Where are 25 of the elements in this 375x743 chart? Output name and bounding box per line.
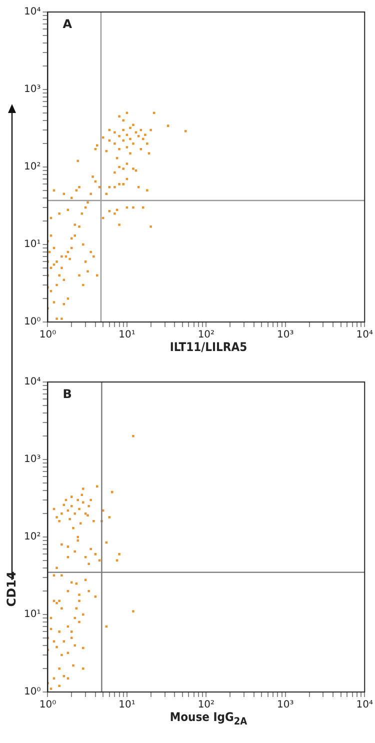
text: B	[62, 387, 72, 402]
y-tick-label: 10²	[24, 532, 41, 543]
text: A	[62, 17, 73, 32]
x-tick-label: 10¹	[118, 330, 136, 341]
y-axis-title: CD14	[4, 571, 19, 607]
y-tick-label: 10⁰	[24, 686, 41, 698]
x-tick-label: 10¹	[118, 700, 136, 711]
y-tick-label: 10⁴	[24, 376, 41, 388]
x-tick-label: 10³	[277, 700, 294, 711]
y-tick-label: 10¹	[24, 239, 41, 250]
x-tick-label: 10³	[277, 330, 294, 341]
y-tick-label: 10⁴	[24, 6, 41, 18]
y-tick-label: 10³	[24, 84, 41, 96]
x-axis-title: Mouse IgG$_{2A}$	[168, 710, 248, 728]
y-tick-label: 10³	[24, 454, 41, 466]
y-tick-label: 10⁰	[24, 316, 41, 328]
x-tick-label: 10²	[198, 330, 215, 341]
x-tick-label: 10⁰	[39, 330, 56, 341]
y-tick-label: 10²	[24, 162, 41, 173]
x-axis-title: ILT11/LILRA5	[168, 340, 248, 354]
x-tick-label: 10²	[198, 700, 215, 711]
x-tick-label: 10⁰	[39, 700, 56, 711]
x-tick-label: 10⁴	[356, 700, 373, 711]
x-tick-label: 10⁴	[356, 330, 373, 341]
y-tick-label: 10¹	[24, 609, 41, 620]
